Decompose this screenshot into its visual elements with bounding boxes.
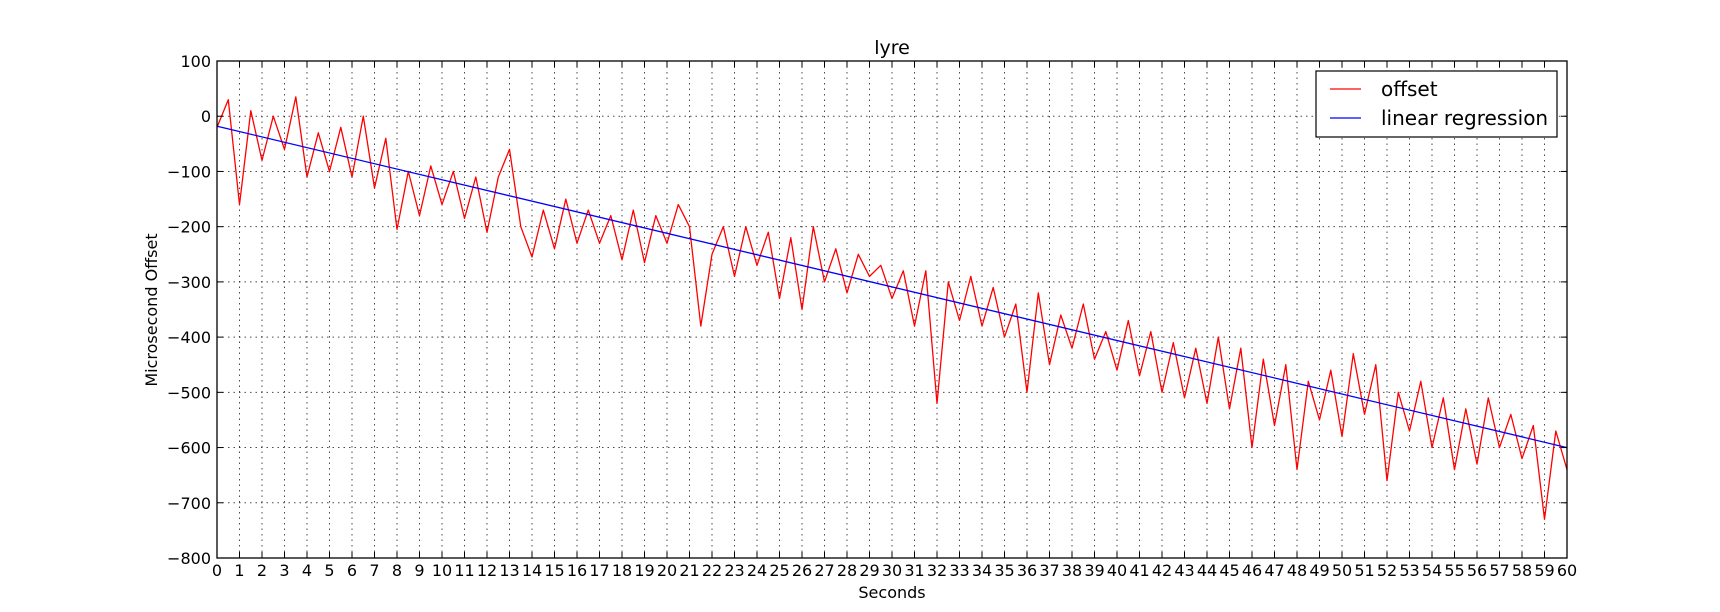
y-tick-label: −700 (167, 494, 211, 513)
x-tick-label: 51 (1354, 561, 1374, 580)
x-tick-label: 4 (302, 561, 312, 580)
x-tick-label: 42 (1152, 561, 1172, 580)
x-tick-label: 37 (1039, 561, 1059, 580)
legend: offset linear regression (1315, 70, 1558, 138)
y-tick-label: −300 (167, 273, 211, 292)
x-tick-label: 45 (1219, 561, 1239, 580)
x-tick-label: 29 (859, 561, 879, 580)
chart-title: lyre (874, 37, 910, 59)
x-tick-label: 26 (792, 561, 812, 580)
x-tick-label: 1 (234, 561, 244, 580)
x-tick-label: 47 (1264, 561, 1284, 580)
x-tick-label: 11 (454, 561, 474, 580)
x-tick-label: 54 (1422, 561, 1442, 580)
x-tick-label: 5 (324, 561, 334, 580)
x-tick-label: 49 (1309, 561, 1329, 580)
x-tick-label: 13 (499, 561, 519, 580)
x-tick-label: 33 (949, 561, 969, 580)
x-tick-label: 40 (1107, 561, 1127, 580)
x-tick-label: 14 (522, 561, 542, 580)
x-tick-label: 25 (769, 561, 789, 580)
x-tick-label: 57 (1489, 561, 1509, 580)
x-tick-label: 22 (702, 561, 722, 580)
x-tick-label: 18 (612, 561, 632, 580)
x-tick-label: 53 (1399, 561, 1419, 580)
x-tick-label: 21 (679, 561, 699, 580)
x-tick-label: 39 (1084, 561, 1104, 580)
linear-regression-line (216, 125, 1568, 449)
x-tick-label: 28 (837, 561, 857, 580)
x-tick-label: 48 (1287, 561, 1307, 580)
x-tick-label: 10 (432, 561, 452, 580)
x-tick-label: 59 (1534, 561, 1554, 580)
y-tick-label: 0 (201, 107, 211, 126)
offset-line (216, 96, 1568, 520)
legend-box (1315, 70, 1558, 138)
x-tick-label: 31 (904, 561, 924, 580)
x-tick-label: 32 (927, 561, 947, 580)
x-tick-label: 19 (634, 561, 654, 580)
x-tick-label: 43 (1174, 561, 1194, 580)
x-tick-label: 38 (1062, 561, 1082, 580)
y-tick-label: 100 (180, 52, 211, 71)
x-tick-label: 27 (814, 561, 834, 580)
x-tick-label: 16 (567, 561, 587, 580)
y-tick-label: −100 (167, 162, 211, 181)
x-tick-label: 56 (1467, 561, 1487, 580)
x-tick-label: 8 (392, 561, 402, 580)
y-tick-label: −600 (167, 439, 211, 458)
x-tick-label: 6 (347, 561, 357, 580)
legend-label-linear-regression: linear regression (1381, 106, 1548, 130)
x-tick-label: 24 (747, 561, 767, 580)
x-tick-label: 12 (477, 561, 497, 580)
y-tick-label: −200 (167, 218, 211, 237)
x-tick-label: 52 (1377, 561, 1397, 580)
grid-layer (217, 61, 1567, 558)
x-tick-label: 17 (589, 561, 609, 580)
y-tick-label: −400 (167, 328, 211, 347)
x-tick-label: 9 (414, 561, 424, 580)
x-tick-label: 41 (1129, 561, 1149, 580)
x-tick-label: 60 (1557, 561, 1577, 580)
x-tick-label: 44 (1197, 561, 1217, 580)
x-tick-label: 3 (279, 561, 289, 580)
x-tick-label: 36 (1017, 561, 1037, 580)
x-tick-label: 55 (1444, 561, 1464, 580)
legend-label-offset: offset (1381, 77, 1438, 101)
y-tick-label: −500 (167, 383, 211, 402)
x-tick-label: 20 (657, 561, 677, 580)
x-tick-label: 50 (1332, 561, 1352, 580)
x-tick-label: 35 (994, 561, 1014, 580)
x-tick-label: 0 (212, 561, 222, 580)
y-tick-label: −800 (167, 549, 211, 568)
x-tick-label: 15 (544, 561, 564, 580)
x-axis-label: Seconds (858, 583, 925, 602)
x-tick-label: 23 (724, 561, 744, 580)
y-axis-label: Microsecond Offset (142, 233, 161, 386)
tick-layer: 0 1 2 3 4 5 6 7 8 9 10 11 12 13 14 15 16 17 18 19 20 21 22 23 24… (167, 52, 1577, 580)
series-layer (216, 96, 1568, 520)
x-tick-label: 7 (369, 561, 379, 580)
x-tick-label: 34 (972, 561, 992, 580)
x-tick-label: 46 (1242, 561, 1262, 580)
x-tick-label: 2 (257, 561, 267, 580)
x-tick-label: 30 (882, 561, 902, 580)
x-tick-label: 58 (1512, 561, 1532, 580)
